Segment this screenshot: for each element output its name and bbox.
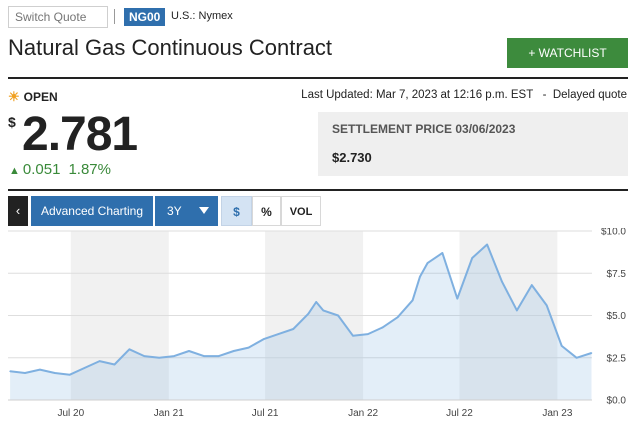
range-dropdown[interactable]: 3Y xyxy=(155,196,218,226)
x-tick-label: Jul 21 xyxy=(252,408,279,419)
data-point xyxy=(128,348,131,351)
data-point xyxy=(158,356,160,359)
chevron-down-icon xyxy=(199,207,209,214)
x-tick-label: Jan 23 xyxy=(542,408,572,419)
data-point xyxy=(441,252,444,254)
data-point xyxy=(590,352,593,354)
x-tick-label: Jan 22 xyxy=(348,408,378,419)
data-point xyxy=(560,345,563,347)
data-point xyxy=(531,284,533,286)
data-point xyxy=(262,338,265,340)
data-point xyxy=(232,350,235,352)
data-point xyxy=(203,355,205,357)
x-tick-label: Jul 20 xyxy=(57,408,84,419)
data-point xyxy=(381,326,384,329)
data-point xyxy=(367,333,369,335)
data-point xyxy=(396,316,399,318)
data-point xyxy=(322,309,324,312)
mode-dollar-button[interactable]: $ xyxy=(221,196,252,226)
data-point xyxy=(307,313,310,315)
divider xyxy=(8,77,628,79)
data-point xyxy=(352,334,354,337)
price-change: ▲ 0.051 1.87% xyxy=(9,161,111,178)
data-point xyxy=(24,372,26,374)
price-line xyxy=(9,243,592,376)
data-point xyxy=(83,367,86,369)
symbol-badge[interactable]: NG00 xyxy=(124,8,166,26)
y-tick-label: $2.5 xyxy=(607,353,627,364)
data-point xyxy=(9,370,11,373)
divider xyxy=(114,9,115,24)
data-point xyxy=(54,372,56,374)
data-point xyxy=(68,373,71,376)
status-label: OPEN xyxy=(23,90,58,104)
data-point xyxy=(456,297,459,300)
data-point xyxy=(173,355,175,357)
data-point xyxy=(218,355,220,357)
range-label: 3Y xyxy=(167,204,182,218)
data-point xyxy=(501,280,503,283)
last-price: 2.781 xyxy=(22,108,138,161)
data-point xyxy=(545,304,548,307)
watchlist-button[interactable]: + WATCHLIST xyxy=(507,38,628,68)
market-status: ☀ OPEN xyxy=(8,89,58,105)
currency-symbol: $ xyxy=(8,114,16,130)
data-point xyxy=(247,346,250,349)
price-chart[interactable]: $10.0 $7.5 $5.0 $2.5 $0.0 Jul 20 Jan 21 Jul 21 J… xyxy=(0,228,639,434)
y-tick-label: $10.0 xyxy=(601,228,626,238)
y-tick-label: $5.0 xyxy=(607,311,627,322)
data-point xyxy=(292,328,295,330)
y-tick-label: $0.0 xyxy=(607,396,627,407)
change-value: 0.051 xyxy=(22,161,61,178)
data-point xyxy=(575,356,578,359)
search-input[interactable] xyxy=(8,6,108,28)
data-point xyxy=(516,309,518,312)
settlement-label: SETTLEMENT PRICE 03/06/2023 xyxy=(332,122,516,136)
last-updated: Last Updated: Mar 7, 2023 at 12:16 p.m. … xyxy=(301,89,627,101)
data-point xyxy=(419,275,421,278)
data-point xyxy=(471,257,474,259)
data-point xyxy=(411,299,414,302)
settlement-value: $2.730 xyxy=(332,150,372,165)
top-bar: NG00 U.S.: Nymex xyxy=(8,6,628,28)
mode-percent-button[interactable]: % xyxy=(252,196,281,226)
mode-volume-button[interactable]: VOL xyxy=(281,196,321,226)
advanced-charting-button[interactable]: Advanced Charting xyxy=(31,196,153,226)
x-tick-label: Jan 21 xyxy=(154,408,184,419)
data-point xyxy=(315,301,318,303)
data-point xyxy=(486,243,488,246)
y-tick-label: $7.5 xyxy=(607,269,627,280)
change-percent: 1.87% xyxy=(68,161,111,178)
data-point xyxy=(337,314,339,317)
data-point xyxy=(277,333,280,335)
up-arrow-icon: ▲ xyxy=(9,165,20,177)
data-point xyxy=(98,360,101,362)
sun-icon: ☀ xyxy=(8,89,20,104)
data-point xyxy=(188,350,190,352)
page-title: Natural Gas Continuous Contract xyxy=(8,35,333,60)
x-tick-label: Jul 22 xyxy=(446,408,473,419)
data-point xyxy=(113,363,116,366)
divider xyxy=(8,189,628,191)
exchange-label: U.S.: Nymex xyxy=(171,10,233,22)
collapse-button[interactable]: ‹ xyxy=(8,196,28,226)
settlement-panel: SETTLEMENT PRICE 03/06/2023 $2.730 xyxy=(318,112,628,176)
data-point xyxy=(39,368,41,371)
data-point xyxy=(426,262,429,264)
data-point xyxy=(143,355,146,357)
